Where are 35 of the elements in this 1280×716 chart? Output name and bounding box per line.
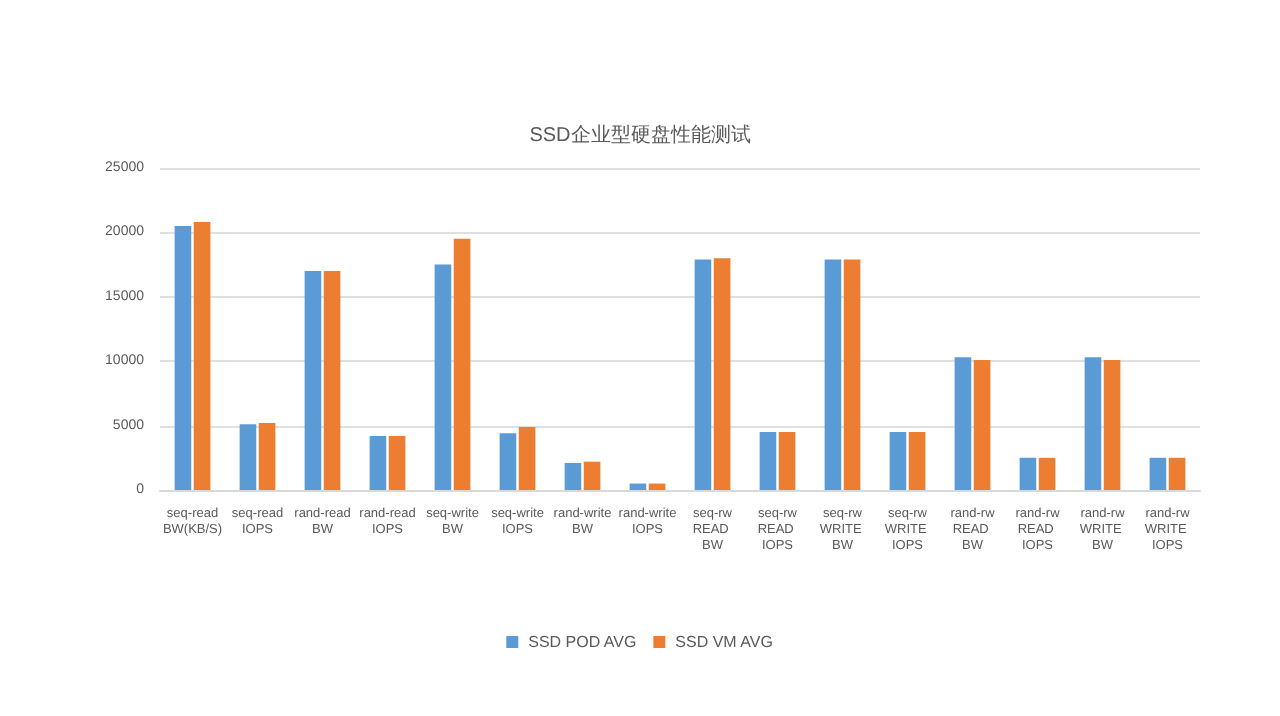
bar	[1149, 457, 1167, 490]
bar	[583, 461, 601, 490]
bar	[1019, 457, 1037, 490]
bar	[369, 435, 387, 490]
bar	[908, 432, 926, 490]
bar	[889, 432, 907, 490]
bar	[239, 424, 257, 490]
legend-label: SSD POD AVG	[528, 633, 637, 651]
bar	[304, 271, 322, 490]
legend-label: SSD VM AVG	[675, 633, 773, 651]
bar	[824, 259, 842, 490]
bar	[1103, 359, 1121, 490]
bar	[453, 238, 471, 490]
bar	[954, 357, 972, 490]
bar	[694, 259, 712, 490]
bar	[258, 423, 276, 490]
bar	[434, 264, 452, 490]
bar	[713, 258, 731, 490]
bar	[388, 435, 406, 490]
bar	[648, 483, 666, 490]
bar	[1038, 457, 1056, 490]
bar	[499, 433, 517, 490]
bar	[843, 259, 861, 490]
chart-title: SSD企业型硬盘性能测试	[529, 123, 751, 147]
bar	[1168, 457, 1186, 490]
bar	[759, 432, 777, 490]
bar	[174, 225, 192, 490]
bar	[629, 483, 647, 490]
bar	[1084, 357, 1102, 490]
bar	[778, 432, 796, 490]
bar	[193, 222, 211, 490]
bar	[323, 271, 341, 490]
bar	[564, 462, 582, 490]
bar	[518, 426, 536, 490]
bar	[973, 359, 991, 490]
